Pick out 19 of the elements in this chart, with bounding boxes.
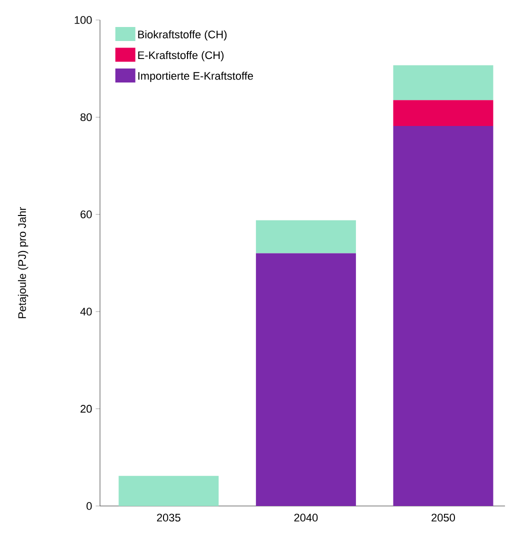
x-tick-label: 2050 — [432, 514, 455, 522]
y-axis-title: Petajoule (PJ) pro Jahr — [18, 207, 28, 318]
bar — [393, 100, 494, 126]
y-tick-label: 100 — [74, 16, 92, 24]
bar — [256, 253, 356, 506]
legend-label: Importierte E-Kraftstoffe — [138, 72, 253, 82]
y-tick-label: 20 — [80, 404, 92, 413]
y-tick-label: 60 — [80, 210, 92, 218]
x-tick-label: 2040 — [294, 514, 318, 522]
y-tick-label: 40 — [80, 308, 92, 316]
bar — [118, 476, 219, 506]
x-tick-label: 2035 — [157, 514, 180, 522]
y-tick-label: 80 — [80, 113, 92, 122]
legend-label: Biokraftstoffe (CH) — [138, 30, 227, 41]
y-tick-label: 0 — [86, 502, 92, 510]
legend-label: E-Kraftstoffe (CH) — [138, 51, 224, 62]
bar — [393, 65, 494, 100]
bar — [393, 126, 494, 506]
bar — [256, 220, 356, 254]
